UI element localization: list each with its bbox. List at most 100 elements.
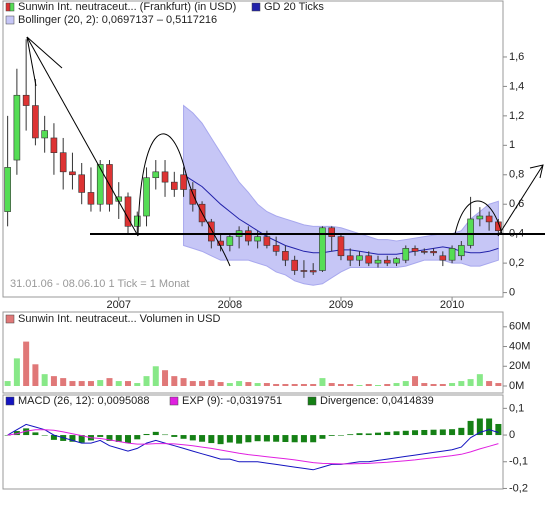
candle-body bbox=[161, 171, 169, 183]
volume-bar bbox=[60, 378, 67, 386]
divergence-bar bbox=[458, 427, 465, 436]
y-tick-label: 1,6 bbox=[509, 51, 524, 63]
volume-bar bbox=[125, 381, 131, 386]
divergence-bar bbox=[495, 423, 502, 436]
candle-body bbox=[189, 189, 197, 205]
volume-bar bbox=[245, 382, 252, 386]
divergence-bar bbox=[412, 430, 419, 436]
volume-bar bbox=[189, 381, 196, 386]
candle-body bbox=[254, 236, 261, 242]
volume-bar bbox=[384, 384, 391, 386]
volume-bar bbox=[162, 370, 169, 386]
candle-body bbox=[96, 164, 104, 205]
volume-bar bbox=[41, 374, 48, 386]
divergence-bar bbox=[347, 434, 354, 436]
candle-body bbox=[365, 255, 373, 264]
legend-swatch bbox=[251, 2, 261, 12]
divergence-bar bbox=[78, 435, 85, 443]
volume-bar bbox=[310, 384, 317, 386]
divergence-bar bbox=[263, 435, 270, 442]
volume-bar bbox=[97, 380, 104, 386]
divergence-bar bbox=[208, 435, 215, 444]
volume-bar bbox=[291, 384, 298, 386]
x-tick-label: 2010 bbox=[440, 299, 464, 311]
candle-body bbox=[291, 259, 298, 271]
divergence-bar bbox=[115, 435, 122, 442]
divergence-bar bbox=[291, 435, 298, 443]
y-tick-label: 40M bbox=[509, 340, 530, 352]
candle-body bbox=[485, 215, 493, 223]
candle-body bbox=[356, 255, 363, 261]
candle-body bbox=[439, 255, 447, 261]
x-tick-label: 2009 bbox=[329, 299, 353, 311]
volume-bar bbox=[199, 381, 206, 386]
volume-bar bbox=[273, 384, 280, 386]
candle-body bbox=[152, 171, 160, 179]
y-tick-label: 0M bbox=[509, 380, 524, 392]
candle-body bbox=[226, 236, 234, 246]
candle-body bbox=[337, 236, 345, 257]
y-tick-label: 60M bbox=[509, 321, 530, 333]
volume-bar bbox=[134, 383, 141, 386]
candle-body bbox=[22, 94, 30, 106]
panel-title: Sunwin Int. neutraceut... Volumen in USD bbox=[18, 313, 220, 325]
volume-bar bbox=[347, 384, 354, 386]
candle-body bbox=[180, 174, 187, 190]
divergence-bar bbox=[217, 435, 224, 445]
volume-bar bbox=[254, 383, 261, 386]
divergence-bar bbox=[50, 435, 57, 440]
volume-bar bbox=[319, 378, 326, 386]
volume-bar bbox=[365, 384, 372, 386]
divergence-bar bbox=[254, 435, 261, 442]
arrow-head bbox=[529, 164, 544, 179]
trend-line bbox=[497, 164, 544, 237]
macd-line bbox=[7, 423, 499, 471]
candle-body bbox=[420, 251, 428, 253]
candle-body bbox=[319, 227, 326, 271]
volume-bar bbox=[171, 376, 178, 386]
divergence-bar bbox=[365, 433, 372, 436]
volume-bar bbox=[263, 383, 270, 386]
candle-body bbox=[393, 258, 400, 264]
divergence-bar bbox=[273, 435, 280, 442]
volume-bar bbox=[180, 378, 187, 386]
volume-bar bbox=[87, 381, 94, 386]
legend-label: GD 20 Ticks bbox=[264, 1, 324, 13]
candle-body bbox=[87, 192, 95, 205]
volume-bar bbox=[152, 366, 159, 386]
trend-line bbox=[26, 36, 37, 87]
volume-bar bbox=[106, 378, 113, 386]
divergence-bar bbox=[384, 431, 391, 436]
volume-bar bbox=[32, 364, 39, 386]
volume-bar bbox=[439, 384, 446, 386]
divergence-bar bbox=[125, 435, 131, 444]
candle-body bbox=[208, 221, 215, 242]
divergence-bar bbox=[143, 433, 150, 436]
volume-bar bbox=[236, 381, 243, 386]
divergence-bar bbox=[300, 435, 307, 443]
candle-body bbox=[346, 255, 354, 261]
volume-bar bbox=[300, 384, 307, 386]
divergence-bar bbox=[134, 435, 141, 440]
volume-bar bbox=[412, 376, 419, 386]
divergence-bar bbox=[467, 420, 474, 436]
y-tick-label: 20M bbox=[509, 360, 530, 372]
x-tick-label: 2007 bbox=[106, 299, 130, 311]
y-tick-label: 0,1 bbox=[509, 402, 524, 414]
volume-bar bbox=[393, 383, 400, 386]
volume-panel bbox=[2, 311, 504, 394]
y-tick-label: 1,2 bbox=[509, 110, 524, 122]
divergence-bar bbox=[199, 435, 206, 442]
volume-bar bbox=[430, 384, 437, 386]
divergence-bar bbox=[69, 435, 76, 442]
volume-bar bbox=[208, 380, 215, 386]
bollinger-band bbox=[183, 104, 499, 286]
divergence-bar bbox=[449, 429, 456, 436]
candle-body bbox=[245, 230, 252, 242]
legend-swatch bbox=[5, 2, 11, 12]
divergence-bar bbox=[486, 418, 493, 436]
divergence-bar bbox=[430, 429, 437, 436]
volume-bar bbox=[421, 383, 428, 386]
divergence-bar bbox=[152, 431, 159, 436]
